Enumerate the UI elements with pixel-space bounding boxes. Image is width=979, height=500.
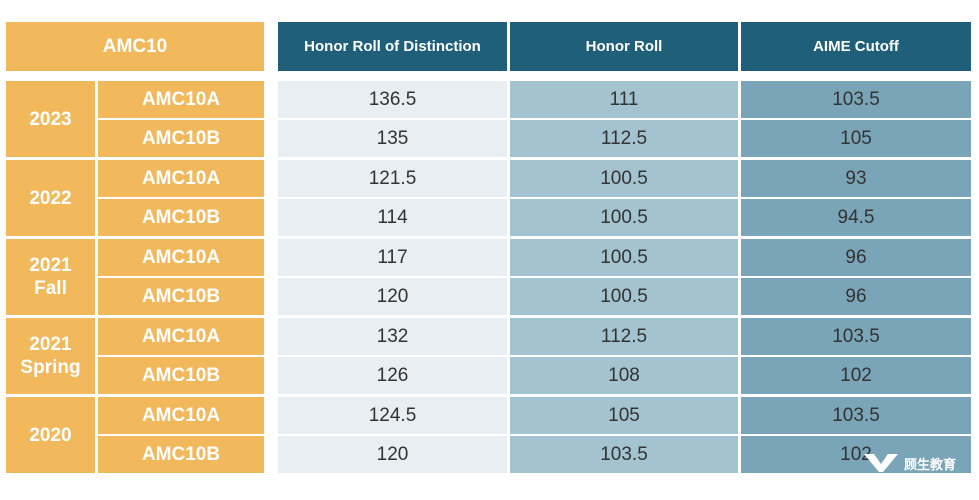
distinction-cell: 120 [278,278,507,315]
column-header-distinction: Honor Roll of Distinction [278,22,507,71]
exam-label: AMC10A [98,160,264,197]
column-header-honor-roll: Honor Roll [510,22,738,71]
distinction-cell: 120 [278,436,507,473]
honor-roll-cell: 105 [510,397,738,434]
exam-label: AMC10A [98,239,264,276]
honor-roll-cell: 112.5 [510,318,738,355]
distinction-cell: 121.5 [278,160,507,197]
logo-icon [864,454,898,472]
distinction-cell: 117 [278,239,507,276]
year-label: 2022 [6,160,95,236]
honor-roll-cell: 112.5 [510,120,738,157]
aime-cutoff-cell: 105 [741,120,971,157]
aime-cutoff-cell: 103.5 [741,397,971,434]
aime-cutoff-cell: 103.5 [741,318,971,355]
exam-label: AMC10A [98,397,264,434]
year-label: 2023 [6,81,95,157]
aime-cutoff-cell: 102 [741,436,971,473]
year-label: 2021 Spring [6,318,95,394]
aime-cutoff-cell: 102 [741,357,971,394]
aime-cutoff-cell: 93 [741,160,971,197]
distinction-cell: 114 [278,199,507,236]
exam-label: AMC10A [98,81,264,118]
exam-label: AMC10B [98,199,264,236]
year-label: 2020 [6,397,95,473]
aime-cutoff-cell: 103.5 [741,81,971,118]
exam-label: AMC10B [98,278,264,315]
distinction-cell: 126 [278,357,507,394]
honor-roll-cell: 100.5 [510,278,738,315]
column-header-aime-cutoff: AIME Cutoff [741,22,971,71]
distinction-cell: 124.5 [278,397,507,434]
honor-roll-cell: 108 [510,357,738,394]
watermark: 顾生教育 [862,452,956,474]
exam-label: AMC10B [98,120,264,157]
table-corner-header: AMC10 [6,22,264,71]
watermark-text: 顾生教育 [904,456,957,472]
distinction-cell: 132 [278,318,507,355]
exam-label: AMC10B [98,357,264,394]
honor-roll-cell: 111 [510,81,738,118]
exam-label: AMC10B [98,436,264,473]
distinction-cell: 135 [278,120,507,157]
aime-cutoff-cell: 96 [741,239,971,276]
honor-roll-cell: 100.5 [510,160,738,197]
aime-cutoff-cell: 94.5 [741,199,971,236]
honor-roll-cell: 100.5 [510,239,738,276]
aime-cutoff-cell: 96 [741,278,971,315]
honor-roll-cell: 100.5 [510,199,738,236]
honor-roll-cell: 103.5 [510,436,738,473]
exam-label: AMC10A [98,318,264,355]
distinction-cell: 136.5 [278,81,507,118]
year-label: 2021 Fall [6,239,95,315]
